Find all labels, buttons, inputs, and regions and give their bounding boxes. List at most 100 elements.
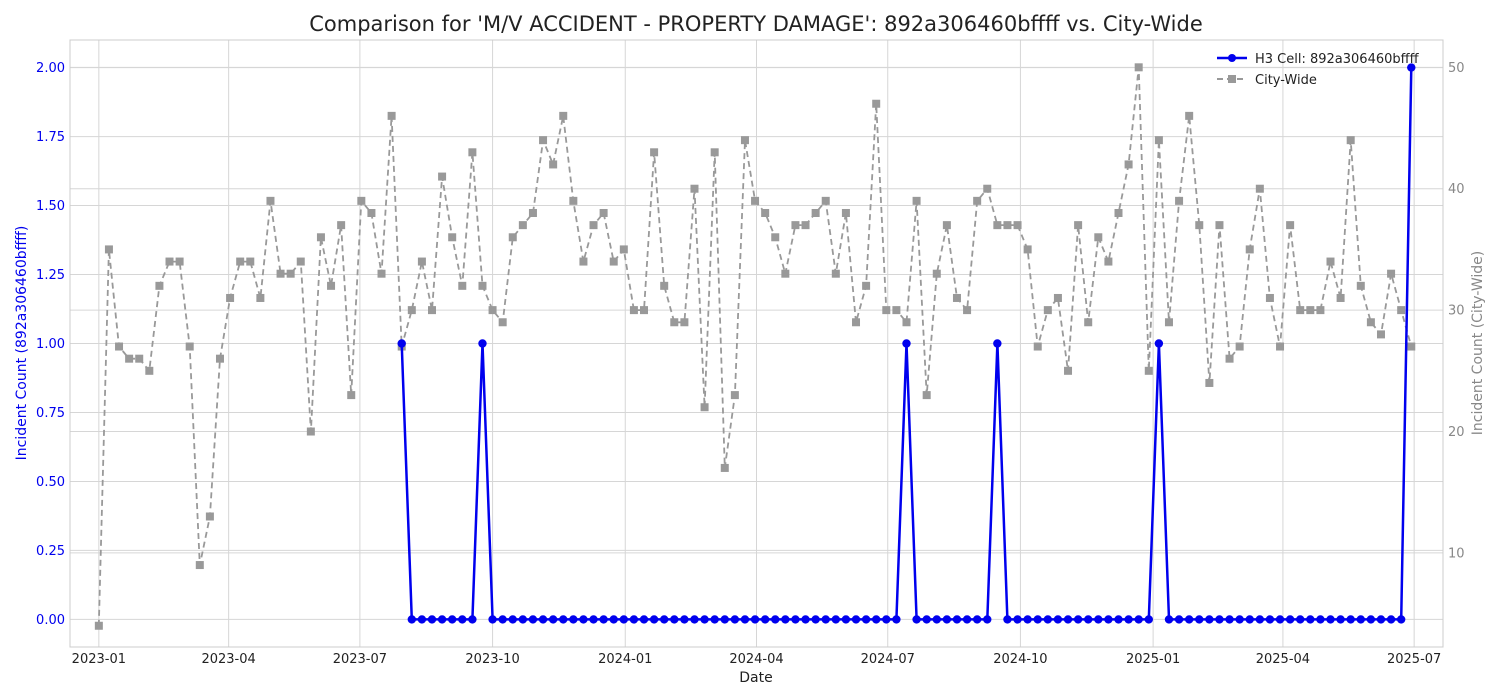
city-wide-point xyxy=(670,318,679,327)
city-wide-point xyxy=(296,257,305,266)
city-wide-point xyxy=(286,269,295,278)
h3-cell-point xyxy=(983,615,992,624)
h3-cell-point xyxy=(1084,615,1093,624)
city-wide-point xyxy=(185,342,194,351)
city-wide-point xyxy=(902,318,911,327)
city-wide-point xyxy=(599,208,608,217)
city-wide-point xyxy=(427,306,436,315)
h3-cell-point xyxy=(993,339,1002,348)
h3-cell-point xyxy=(1205,615,1214,624)
h3-cell-point xyxy=(1366,615,1376,624)
y-left-tick-label: 1.25 xyxy=(36,268,65,283)
h3-cell-point xyxy=(1003,615,1012,624)
city-wide-point xyxy=(1387,269,1396,278)
h3-cell-point xyxy=(690,615,699,624)
h3-cell-point xyxy=(872,615,881,624)
city-wide-point xyxy=(680,318,689,327)
city-wide-point xyxy=(1094,233,1103,242)
h3-cell-point xyxy=(1124,615,1133,624)
city-wide-point xyxy=(125,354,134,363)
x-axis: 2023-01 2023-04 2023-07 2023-10 2024-01 2024-… xyxy=(72,652,1442,667)
h3-cell-point xyxy=(841,615,851,624)
legend-city-marker xyxy=(1228,75,1236,83)
city-wide-point xyxy=(1185,111,1194,120)
city-wide-point xyxy=(94,621,103,630)
city-wide-point xyxy=(1397,306,1406,315)
city-wide-point xyxy=(347,391,356,400)
h3-cell-point xyxy=(659,615,669,624)
h3-cell-point xyxy=(892,615,901,624)
x-axis-title: Date xyxy=(739,670,772,686)
h3-cell-point xyxy=(730,615,740,624)
h3-cell-point xyxy=(882,615,891,624)
city-wide-point xyxy=(1215,221,1224,230)
x-tick-label: 2025-01 xyxy=(1126,652,1180,667)
city-wide-point xyxy=(387,111,396,120)
city-wide-point xyxy=(942,221,951,230)
city-wide-point xyxy=(215,354,224,363)
city-wide-point xyxy=(579,257,588,266)
city-wide-point xyxy=(508,233,517,242)
city-wide-point xyxy=(862,281,871,290)
h3-cell-point xyxy=(1306,615,1315,624)
h3-cell-point xyxy=(821,615,830,624)
city-wide-point xyxy=(276,269,285,278)
h3-cell-point xyxy=(1104,615,1113,624)
y-left-tick-label: 1.00 xyxy=(36,337,65,352)
city-wide-point xyxy=(226,293,235,302)
h3-cell-point xyxy=(720,615,729,624)
city-wide-point xyxy=(438,172,447,181)
city-wide-point xyxy=(1326,257,1335,266)
city-wide-point xyxy=(1255,184,1264,193)
h3-cell-point xyxy=(1043,615,1053,624)
city-wide-point xyxy=(145,366,154,375)
city-wide-point xyxy=(660,281,669,290)
city-wide-point xyxy=(1124,160,1133,169)
legend: H3 Cell: 892a306460bffff City-Wide xyxy=(1217,52,1420,88)
city-wide-point xyxy=(1366,318,1375,327)
y-left-tick-label: 1.50 xyxy=(36,199,65,214)
x-tick-label: 2025-07 xyxy=(1387,652,1441,667)
city-wide-point xyxy=(549,160,558,169)
city-wide-point xyxy=(1306,306,1315,315)
city-wide-point xyxy=(569,196,578,205)
h3-cell-point xyxy=(801,615,810,624)
city-wide-point xyxy=(1336,293,1345,302)
city-wide-point xyxy=(1064,366,1073,375)
city-wide-point xyxy=(357,196,366,205)
city-wide-point xyxy=(619,245,628,254)
h3-cell-point xyxy=(1053,615,1063,624)
series-city-wide xyxy=(94,63,1416,630)
y-left-tick-label: 0.25 xyxy=(36,544,65,559)
city-wide-point xyxy=(700,403,709,412)
h3-cell-point xyxy=(1285,615,1295,624)
city-wide-point xyxy=(1356,281,1365,290)
h3-cell-point xyxy=(559,615,568,624)
city-wide-point xyxy=(650,148,659,157)
city-wide-point xyxy=(135,354,144,363)
legend-h3-label: H3 Cell: 892a306460bffff xyxy=(1255,52,1420,67)
h3-cell-point xyxy=(1134,615,1143,624)
h3-cell-point xyxy=(1296,615,1305,624)
y-right-tick-label: 20 xyxy=(1448,425,1465,440)
h3-cell-point xyxy=(639,615,649,624)
city-wide-point xyxy=(115,342,124,351)
city-wide-point xyxy=(1104,257,1113,266)
h3-cell-point xyxy=(468,615,477,624)
city-wide-point xyxy=(1407,342,1416,351)
city-wide-point xyxy=(1376,330,1385,339)
city-wide-point xyxy=(1225,354,1234,363)
x-tick-label: 2024-01 xyxy=(598,652,652,667)
h3-cell-point xyxy=(1356,615,1365,624)
city-wide-point xyxy=(1023,245,1032,254)
city-wide-point xyxy=(963,306,972,315)
city-wide-point xyxy=(155,281,164,290)
y-axis-left-title: Incident Count (892a306460bffff) xyxy=(14,226,30,461)
city-wide-point xyxy=(629,306,638,315)
h3-cell-point xyxy=(781,615,790,624)
h3-cell-point xyxy=(710,615,719,624)
y-left-tick-label: 0.75 xyxy=(36,406,65,421)
x-tick-label: 2023-04 xyxy=(201,652,255,667)
h3-cell-point xyxy=(1275,615,1285,624)
